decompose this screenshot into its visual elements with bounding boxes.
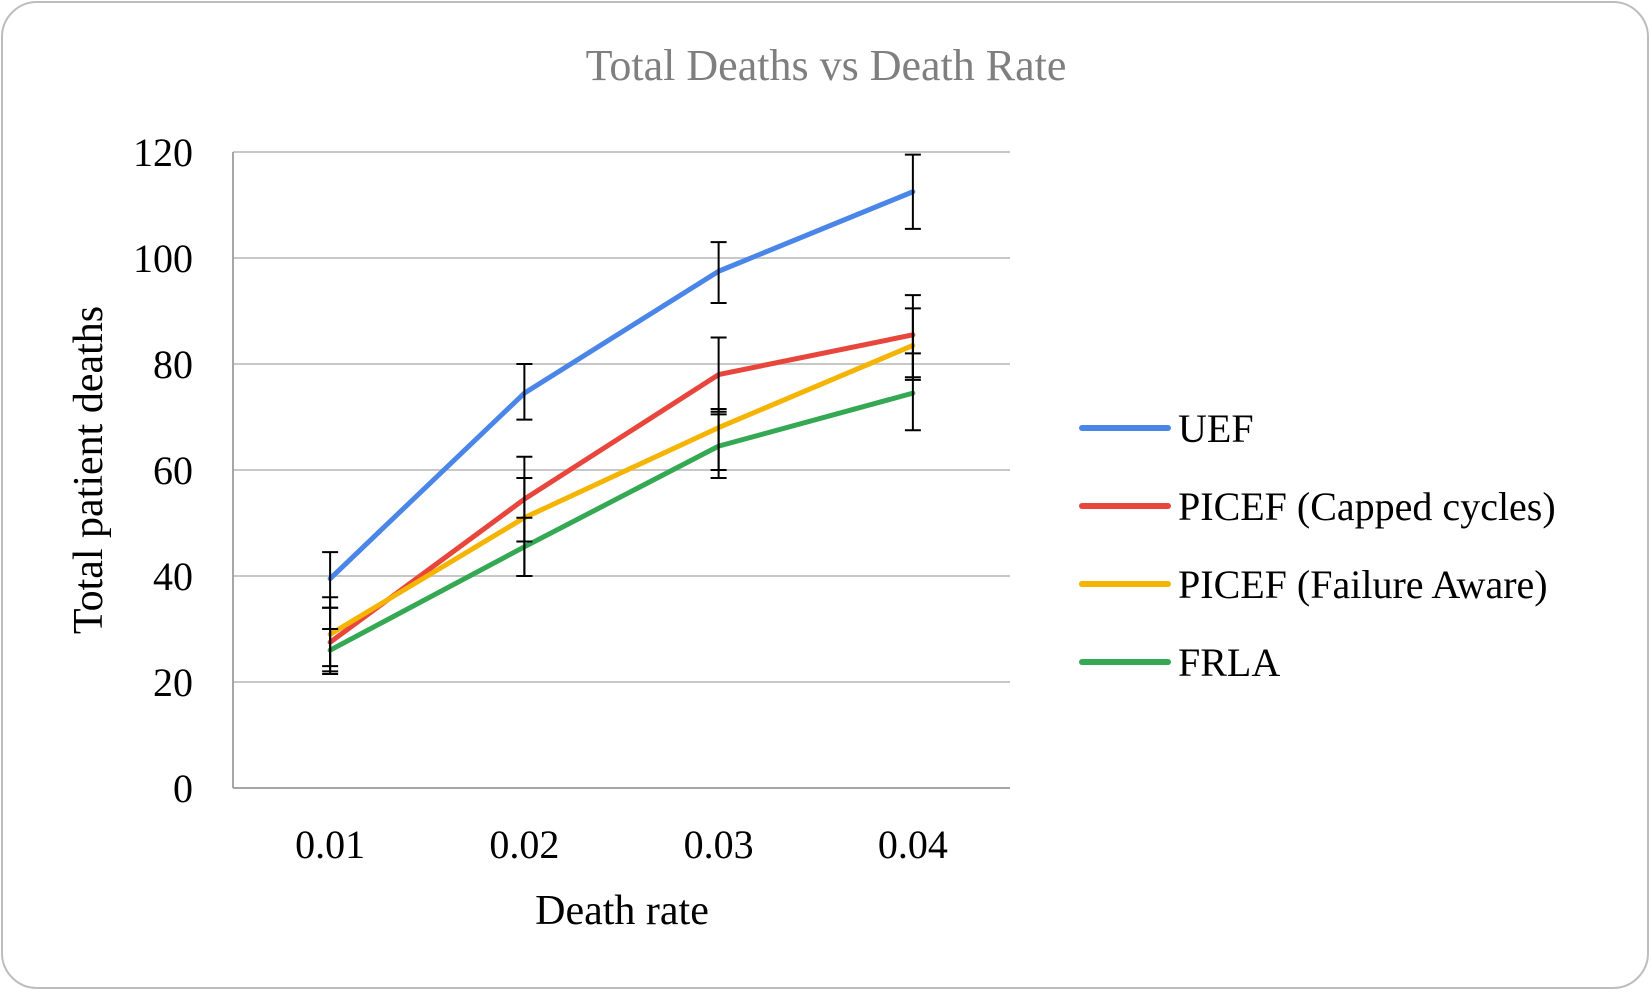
legend-label: PICEF (Failure Aware): [1178, 562, 1548, 607]
legend-item-1: PICEF (Capped cycles): [1079, 484, 1556, 529]
series-lines: [327, 189, 916, 653]
error-bar-s3-p0: [322, 628, 339, 676]
error-bar-s3-p3: [904, 352, 921, 432]
error-bar-s0-p3: [904, 153, 921, 230]
series-line-0: [327, 189, 916, 582]
x-tick-label-0.02: 0.02: [489, 822, 559, 867]
error-bar-s0-p1: [516, 363, 533, 421]
error-bar-s3-p1: [516, 516, 533, 577]
x-axis-ticks: 0.01 0.02 0.03 0.04: [295, 822, 948, 867]
y-axis-label: Total patient deaths: [66, 306, 112, 634]
error-bar-s3-p2: [710, 413, 727, 479]
series-line-2: [327, 342, 916, 637]
legend: UEF PICEF (Capped cycles) PICEF (Failure A…: [1079, 406, 1556, 685]
x-tick-label-0.03: 0.03: [684, 822, 754, 867]
series-line-3: [327, 390, 916, 653]
chart-title: Total Deaths vs Death Rate: [586, 41, 1067, 90]
legend-label: FRLA: [1178, 640, 1280, 685]
legend-item-3: FRLA: [1079, 640, 1280, 685]
grid-lines: [232, 151, 1010, 789]
y-tick-label-120: 120: [133, 130, 193, 175]
y-tick-label-80: 80: [153, 342, 193, 387]
legend-item-0: UEF: [1079, 406, 1254, 451]
y-tick-label-100: 100: [133, 236, 193, 281]
legend-label: PICEF (Capped cycles): [1178, 484, 1556, 529]
x-axis-label: Death rate: [535, 888, 709, 934]
error-bar-s0-p2: [710, 241, 727, 305]
y-tick-label-0: 0: [173, 766, 193, 811]
y-tick-label-20: 20: [153, 660, 193, 705]
y-tick-label-60: 60: [153, 448, 193, 493]
legend-item-2: PICEF (Failure Aware): [1079, 562, 1548, 607]
x-tick-label-0.01: 0.01: [295, 822, 365, 867]
y-tick-label-40: 40: [153, 554, 193, 599]
series-line-1: [327, 332, 916, 645]
legend-label: UEF: [1178, 406, 1254, 451]
error-bars: [322, 153, 921, 676]
x-tick-label-0.04: 0.04: [878, 822, 948, 867]
y-axis-ticks: 0 20 40 60 80 100 120: [133, 130, 193, 811]
